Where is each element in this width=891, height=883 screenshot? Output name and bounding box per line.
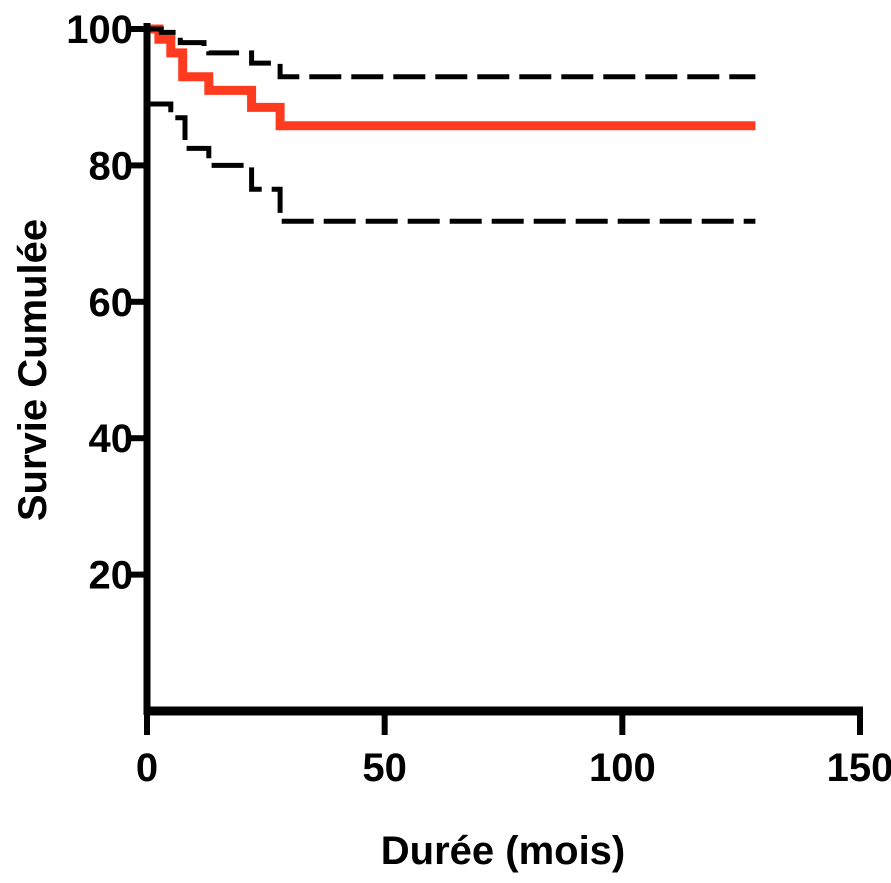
- axes: [131, 23, 863, 735]
- y-tick-label: 100: [66, 8, 133, 52]
- y-tick-label: 40: [89, 417, 134, 461]
- x-axis-title: Durée (mois): [381, 829, 626, 873]
- upper-ci-line: [147, 26, 756, 80]
- y-tick-label: 60: [89, 281, 134, 325]
- y-tick-label: 80: [89, 144, 134, 188]
- lower-ci-line: [147, 101, 756, 224]
- y-tick-label: 20: [89, 554, 134, 598]
- plot-lines: [147, 24, 756, 224]
- x-tick-label: 50: [362, 746, 407, 790]
- x-tick-label: 150: [827, 746, 891, 790]
- x-tick-label: 0: [136, 746, 158, 790]
- y-axis-title: Survie Cumulée: [11, 219, 55, 521]
- tick-labels: 0 50 100 150 20 40 60 80 100: [66, 8, 891, 790]
- x-tick-label: 100: [589, 746, 656, 790]
- survival-line: [147, 24, 756, 131]
